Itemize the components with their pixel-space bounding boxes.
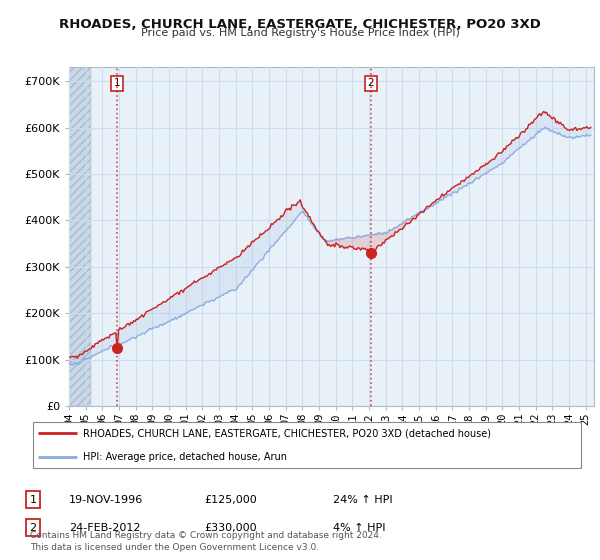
Text: Price paid vs. HM Land Registry's House Price Index (HPI): Price paid vs. HM Land Registry's House … bbox=[140, 28, 460, 38]
Text: £330,000: £330,000 bbox=[204, 522, 257, 533]
Text: 24-FEB-2012: 24-FEB-2012 bbox=[69, 522, 140, 533]
Text: HPI: Average price, detached house, Arun: HPI: Average price, detached house, Arun bbox=[83, 452, 287, 463]
Text: RHOADES, CHURCH LANE, EASTERGATE, CHICHESTER, PO20 3XD: RHOADES, CHURCH LANE, EASTERGATE, CHICHE… bbox=[59, 18, 541, 31]
Text: RHOADES, CHURCH LANE, EASTERGATE, CHICHESTER, PO20 3XD (detached house): RHOADES, CHURCH LANE, EASTERGATE, CHICHE… bbox=[83, 428, 491, 438]
Bar bbox=[69, 67, 91, 406]
Text: Contains HM Land Registry data © Crown copyright and database right 2024.
This d: Contains HM Land Registry data © Crown c… bbox=[30, 531, 382, 552]
Text: 19-NOV-1996: 19-NOV-1996 bbox=[69, 494, 143, 505]
Text: £125,000: £125,000 bbox=[204, 494, 257, 505]
Text: 2: 2 bbox=[368, 78, 374, 88]
Text: 1: 1 bbox=[29, 494, 37, 505]
Text: 1: 1 bbox=[114, 78, 121, 88]
Text: 4% ↑ HPI: 4% ↑ HPI bbox=[333, 522, 386, 533]
Text: 2: 2 bbox=[29, 522, 37, 533]
Text: 24% ↑ HPI: 24% ↑ HPI bbox=[333, 494, 392, 505]
